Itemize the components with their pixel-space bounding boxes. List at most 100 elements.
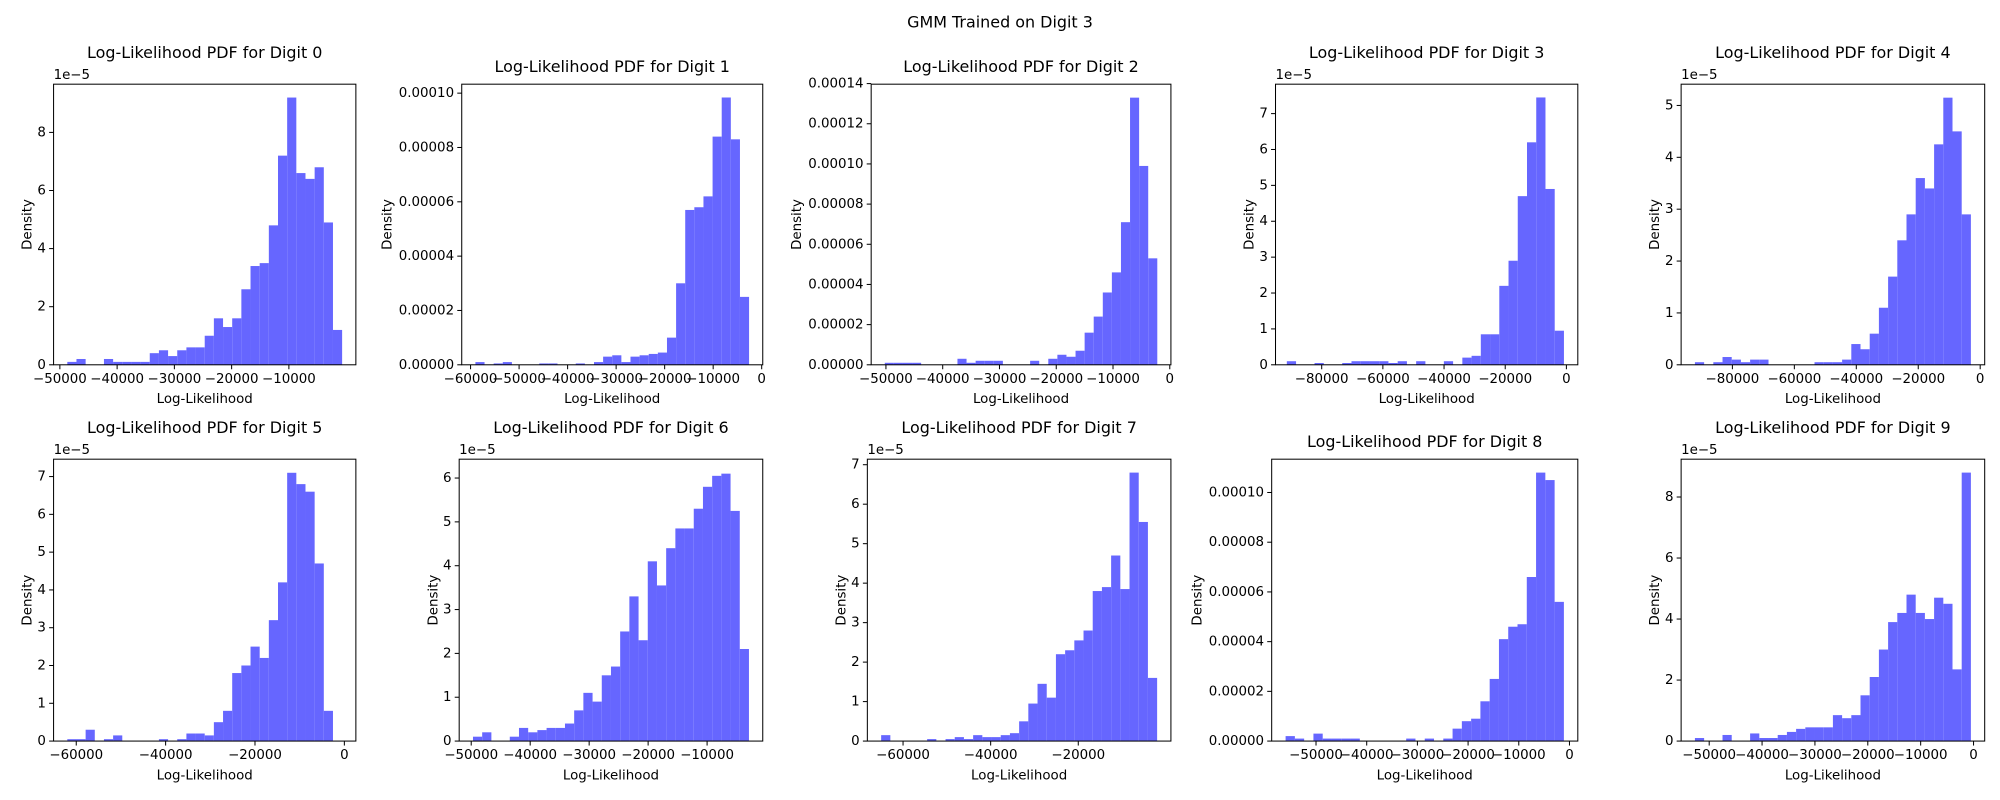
y-tick-label: 0.00010 (808, 157, 863, 172)
bar (1823, 727, 1833, 742)
bar (186, 347, 196, 365)
axes-frame (53, 83, 357, 366)
x-tick-label: −10000 (262, 372, 316, 387)
bar (509, 736, 519, 742)
bar (1934, 597, 1944, 742)
bar (1869, 333, 1879, 365)
y-tick-label: 2 (37, 658, 46, 673)
y-tick-label: 2 (1665, 673, 1674, 688)
bar (1111, 272, 1121, 365)
bar (1037, 683, 1047, 742)
x-axis-label: Log-Likelihood (1379, 392, 1475, 407)
bar (1878, 307, 1889, 365)
bar (1906, 594, 1916, 742)
y-tick-label: 6 (37, 507, 46, 522)
bar (475, 362, 485, 365)
bar (1083, 630, 1093, 742)
bar (702, 486, 713, 742)
x-tick-label: −60000 (444, 372, 498, 387)
bar (223, 327, 233, 365)
bar (991, 737, 1001, 742)
bar (583, 692, 593, 742)
bar (278, 582, 288, 742)
bar (685, 209, 695, 365)
x-tick-label: −30000 (589, 372, 643, 387)
bar (537, 730, 547, 742)
bar (1961, 472, 1971, 742)
x-tick-label: −50000 (859, 372, 913, 387)
bar (278, 155, 288, 365)
bar (186, 733, 196, 742)
y-tick-label: 0.00010 (1209, 485, 1264, 500)
bar (502, 362, 512, 365)
bar (1452, 728, 1462, 742)
y-axis-label: Density (21, 575, 36, 626)
bar (1490, 334, 1500, 365)
bar (250, 266, 260, 365)
y-tick-label: 0.00008 (808, 197, 863, 212)
bar (1915, 612, 1925, 742)
bar (1527, 142, 1537, 365)
y-axis-label: Density (1648, 199, 1663, 250)
bar (1860, 349, 1870, 365)
bar (1009, 733, 1020, 742)
bar (493, 363, 503, 365)
bar (548, 363, 558, 365)
bar (1961, 214, 1971, 365)
bar (1322, 738, 1332, 742)
x-tick-label: −40000 (1340, 748, 1394, 763)
y-tick-label: 0.00000 (1209, 734, 1264, 749)
x-tick-label: −40000 (1735, 748, 1789, 763)
x-tick-label: −40000 (916, 372, 970, 387)
bar (67, 739, 77, 742)
y-tick-label: 8 (37, 125, 46, 140)
y-tick-label: 4 (1665, 150, 1674, 165)
bar (149, 353, 159, 365)
y-tick-label: 1 (851, 695, 860, 710)
bar (881, 735, 891, 742)
y-tick-label: 8 (1665, 490, 1674, 505)
bar (1111, 555, 1121, 742)
bar (287, 472, 297, 742)
bar (332, 329, 343, 365)
bar (1915, 178, 1925, 365)
bar (982, 737, 992, 742)
bar (1030, 360, 1040, 365)
bar (103, 358, 114, 365)
x-tick-label: −60000 (1356, 372, 1410, 387)
y-tick-label: 1 (1665, 306, 1674, 321)
bar (1331, 738, 1342, 742)
bar (1129, 472, 1139, 742)
y-tick-label: 2 (443, 646, 452, 661)
subplot-title: Log-Likelihood PDF for Digit 3 (1309, 43, 1544, 62)
x-tick-label: 0 (1976, 372, 1985, 387)
bar (1443, 738, 1453, 742)
bar (546, 727, 556, 742)
bar (223, 710, 233, 742)
y-tick-label: 0.00000 (399, 358, 454, 373)
bar (1294, 738, 1305, 742)
bar (1342, 363, 1352, 365)
subplot: 0 2 4 6 8 −50000 −40000 −30000 −20000 −10000 Log-L… (21, 43, 357, 407)
bar (601, 675, 611, 742)
x-tick-label: −40000 (1829, 372, 1883, 387)
y-axis-label: Density (790, 199, 805, 250)
x-tick-label: −20000 (1051, 748, 1105, 763)
bar (67, 361, 77, 365)
subplot: 0 1 2 3 4 5 6 7 −80000 −60000 −40000 −20000 0 Log-Lik… (1243, 43, 1579, 407)
bar (1313, 733, 1323, 742)
bar (1000, 735, 1010, 742)
bar (1924, 188, 1935, 365)
x-tick-label: −30000 (973, 372, 1027, 387)
bar (1369, 361, 1380, 365)
x-tick-label: −20000 (205, 372, 259, 387)
subplot-title: Log-Likelihood PDF for Digit 4 (1715, 43, 1950, 62)
x-tick-label: 0 (757, 372, 766, 387)
subplot: 0.00000 0.00002 0.00004 0.00006 0.00008 0.000… (790, 57, 1174, 407)
bar (927, 739, 937, 742)
y-tick-label: 4 (851, 576, 860, 591)
subplot: 0.00000 0.00002 0.00004 0.00006 0.00008 0.000… (1191, 432, 1579, 784)
bar (703, 196, 713, 365)
bar (1075, 350, 1085, 365)
